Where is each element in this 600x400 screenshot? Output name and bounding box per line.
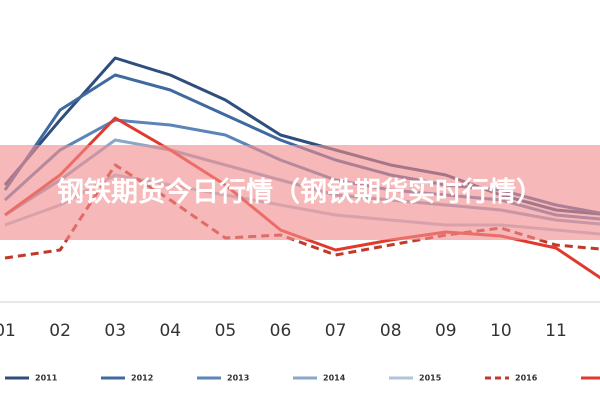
x-tick-label: 09	[435, 321, 457, 341]
x-tick-label: 04	[159, 321, 181, 341]
x-tick-label: 02	[49, 321, 71, 341]
x-tick-label: 03	[104, 321, 126, 341]
legend-label: 2016	[515, 374, 538, 383]
title-band: 钢铁期货今日行情（钢铁期货实时行情）	[0, 145, 600, 240]
legend-label: 2011	[35, 374, 58, 383]
legend-label: 2015	[419, 374, 442, 383]
x-tick-label: 08	[380, 321, 402, 341]
legend-label: 2014	[323, 374, 346, 383]
x-tick-label: 05	[215, 321, 237, 341]
legend-label: 2012	[131, 374, 153, 383]
legend-label: 2013	[227, 374, 249, 383]
x-tick-label: 11	[545, 321, 567, 341]
x-tick-label: 07	[325, 321, 347, 341]
x-tick-label: 10	[490, 321, 512, 341]
x-tick-label: 01	[0, 321, 16, 341]
x-tick-label: 06	[270, 321, 292, 341]
overlay-title: 钢铁期货今日行情（钢铁期货实时行情）	[57, 176, 543, 208]
